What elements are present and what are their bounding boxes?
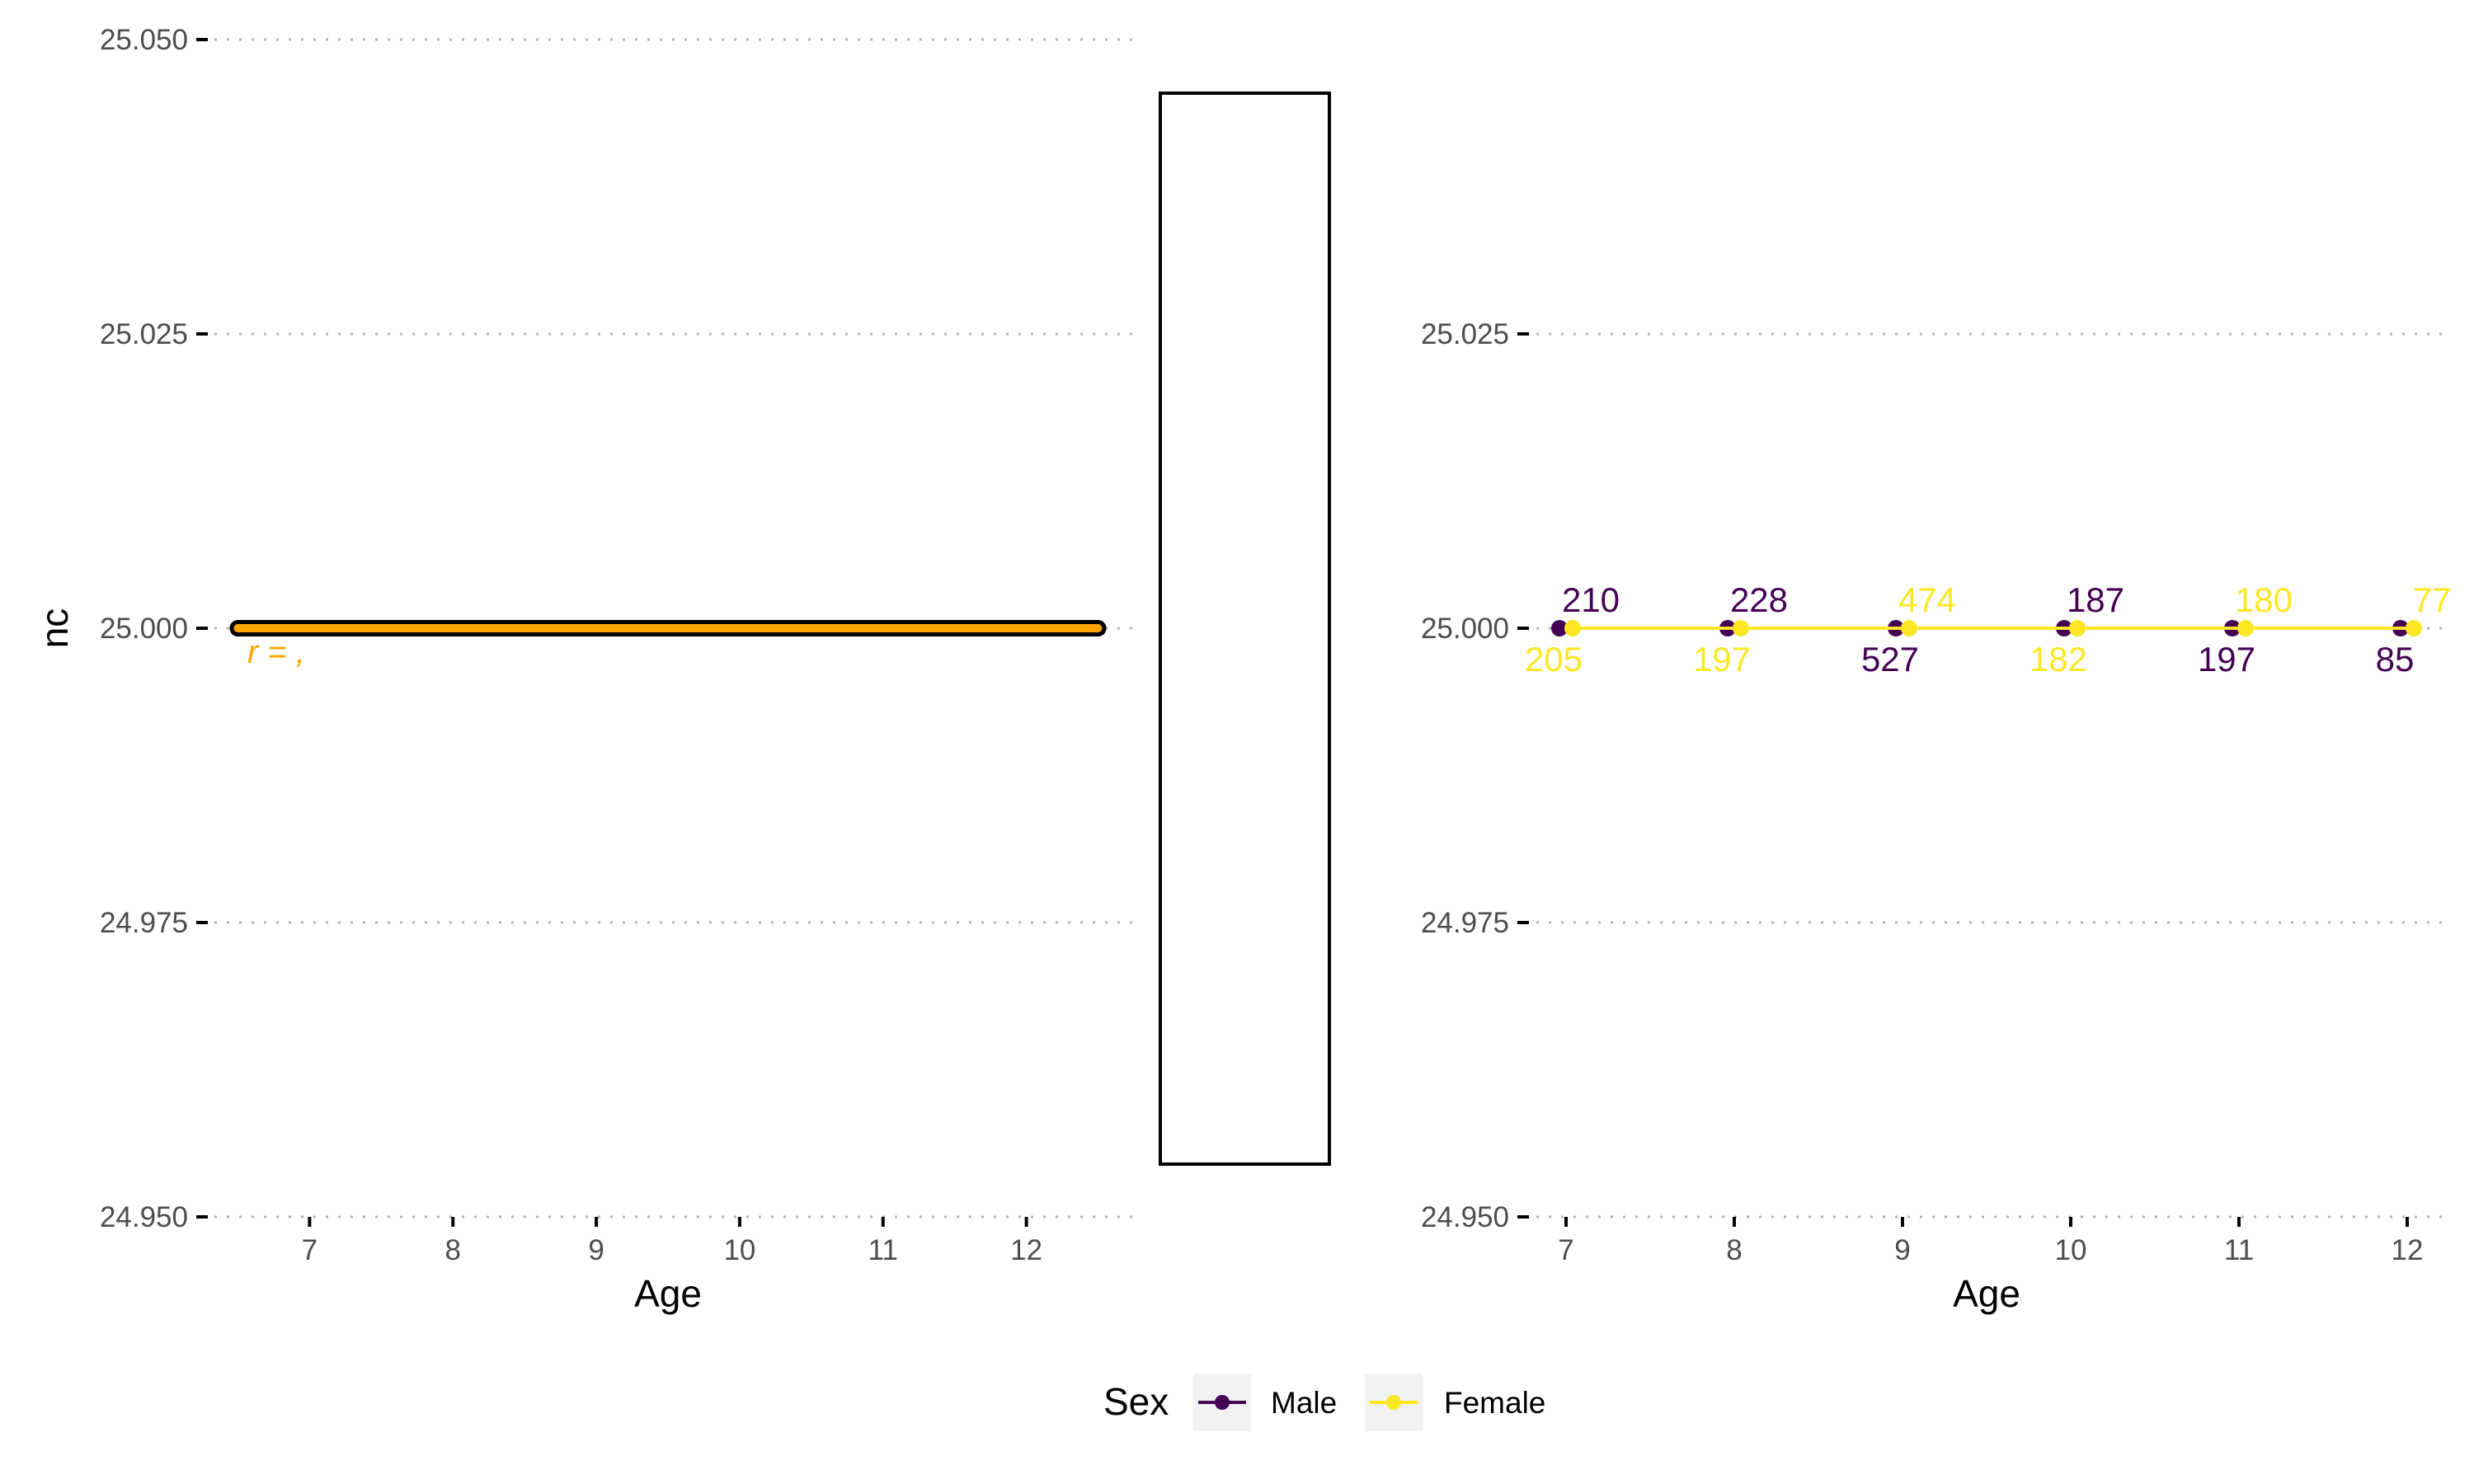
data-point-female: [1901, 620, 1917, 636]
left-x-tick-label: 10: [723, 1234, 755, 1266]
left-y-tick-label: 25.050: [100, 24, 188, 56]
data-label-female: 182: [2030, 640, 2087, 679]
left-x-tick-label: 8: [444, 1234, 460, 1266]
right-data-labels: 210 228 527 187 197 85 205 197 474 182 180 77: [1525, 580, 2451, 679]
data-label-female: 205: [1525, 640, 1583, 679]
left-y-tick-label: 25.000: [100, 613, 188, 645]
data-point-female: [1564, 620, 1581, 636]
data-point-female: [2069, 620, 2086, 636]
data-point-female: [2406, 620, 2422, 636]
right-y-tick-label: 25.025: [1421, 318, 1509, 350]
data-label-female: 197: [1693, 640, 1751, 679]
right-y-tick-label: 24.975: [1421, 907, 1509, 939]
legend-key-female-dot: [1386, 1395, 1401, 1410]
left-x-tick-label: 11: [868, 1234, 898, 1266]
left-y-axis: 24.950 24.975 25.000 25.025 25.050: [100, 24, 208, 1233]
right-x-tick-label: 12: [2392, 1234, 2424, 1266]
left-x-tick-label: 7: [302, 1234, 317, 1266]
left-y-tick-label: 24.975: [100, 907, 188, 939]
right-panel: 24.950 24.975 25.000 25.025 7 8 9 10 11 12 210 22…: [1421, 318, 2451, 1315]
left-x-tick-label: 12: [1010, 1234, 1042, 1266]
data-label-female: 474: [1898, 580, 1956, 619]
right-y-tick-label: 24.950: [1421, 1201, 1509, 1233]
left-y-tick-label: 25.025: [100, 318, 188, 350]
data-label-male: 85: [2376, 640, 2415, 679]
data-point-female: [2237, 620, 2254, 636]
data-label-female: 77: [2413, 580, 2452, 619]
data-label-male: 527: [1861, 640, 1919, 679]
data-label-male: 228: [1730, 580, 1788, 619]
legend-label-male: Male: [1271, 1386, 1337, 1420]
data-label-male: 187: [2067, 580, 2124, 619]
legend-label-female: Female: [1444, 1386, 1545, 1420]
legend-title: Sex: [1103, 1380, 1169, 1423]
right-x-tick-label: 10: [2055, 1234, 2087, 1266]
left-panel: 24.950 24.975 25.000 25.025 25.050 7 8 9 10 11 12…: [33, 24, 1134, 1315]
right-y-axis: 24.950 24.975 25.000 25.025: [1421, 318, 1529, 1233]
data-point-female: [1733, 620, 1749, 636]
right-y-tick-label: 25.000: [1421, 613, 1509, 645]
data-label-male: 210: [1562, 580, 1620, 619]
data-label-male: 197: [2198, 640, 2255, 679]
right-x-axis: 7 8 9 10 11 12: [1558, 1217, 2423, 1266]
right-x-tick-label: 7: [1558, 1234, 1573, 1266]
r-annotation: r = ,: [247, 634, 305, 670]
data-point-male: [1551, 620, 1568, 636]
right-gridlines: [1524, 332, 2449, 1219]
right-series: [1551, 620, 2422, 636]
left-x-tick-label: 9: [588, 1234, 604, 1266]
data-label-female: 180: [2235, 580, 2293, 619]
empty-box-panel: [1159, 92, 1331, 1166]
legend-key-male-dot: [1215, 1395, 1230, 1410]
right-x-tick-label: 8: [1726, 1234, 1742, 1266]
right-x-tick-label: 11: [2224, 1234, 2254, 1266]
left-x-axis-title: Age: [634, 1272, 702, 1315]
right-x-axis-title: Age: [1953, 1272, 2020, 1315]
left-y-tick-label: 24.950: [100, 1201, 188, 1233]
left-y-axis-title: nc: [33, 608, 76, 649]
legend: Sex Male Female: [1103, 1374, 1545, 1431]
right-x-tick-label: 9: [1894, 1234, 1910, 1266]
left-x-axis: 7 8 9 10 11 12: [302, 1217, 1042, 1266]
